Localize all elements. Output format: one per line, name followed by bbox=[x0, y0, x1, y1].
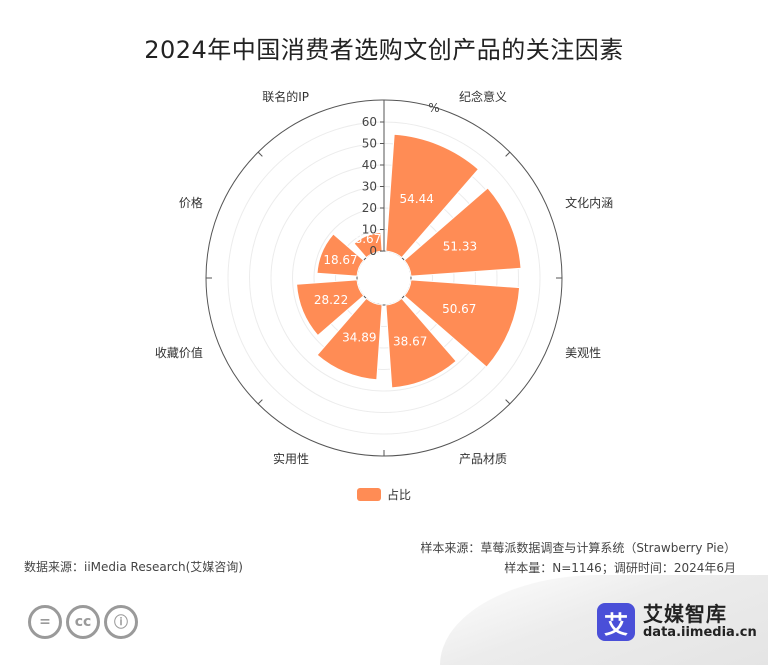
category-label: 实用性 bbox=[273, 451, 309, 466]
polar-bar bbox=[385, 297, 457, 389]
legend-label: 占比 bbox=[387, 487, 412, 502]
frame-tick bbox=[257, 399, 263, 405]
brand-mark-icon: 艾 bbox=[597, 603, 635, 641]
legend-swatch bbox=[357, 487, 381, 501]
category-label: 价格 bbox=[179, 195, 203, 210]
license-nd-icon: = bbox=[28, 605, 62, 639]
unit-label: % bbox=[428, 101, 439, 115]
license-cc-icon: cc bbox=[66, 605, 100, 639]
data-label: 54.44 bbox=[400, 192, 434, 206]
polar-bar bbox=[316, 233, 365, 277]
polar-bar bbox=[385, 133, 480, 259]
brand-name: 艾媒智库 bbox=[643, 602, 727, 626]
polar-bar bbox=[353, 231, 383, 259]
chart-title: 2024年中国消费者选购文创产品的关注因素 bbox=[144, 36, 624, 64]
data-label: 18.67 bbox=[323, 253, 357, 267]
polar-bar-chart: 54.4451.3350.6738.6734.8928.2218.678.67 … bbox=[155, 89, 613, 466]
license-badges: = cc ⓘ bbox=[28, 605, 138, 639]
category-label: 产品材质 bbox=[459, 452, 507, 466]
category-label: 美观性 bbox=[565, 346, 601, 360]
category-label: 收藏价值 bbox=[155, 345, 203, 360]
radial-tick-label: 0 bbox=[369, 244, 377, 258]
brand-logo[interactable]: 艾 艾媒智库 data.iimedia.cn bbox=[597, 603, 757, 641]
radial-tick-label: 50 bbox=[362, 137, 377, 151]
data-label: 8.67 bbox=[355, 232, 382, 246]
radial-tick-label: 10 bbox=[362, 223, 377, 237]
data-label: 51.33 bbox=[443, 240, 477, 254]
chart-legend[interactable]: 占比 bbox=[357, 486, 411, 502]
brand-url: data.iimedia.cn bbox=[643, 625, 757, 640]
license-by-icon: ⓘ bbox=[104, 605, 138, 639]
sample-source-text: 样本来源：草莓派数据调查与计算系统（Strawberry Pie） bbox=[420, 541, 736, 555]
radial-tick-label: 60 bbox=[362, 115, 377, 129]
radial-tick-label: 30 bbox=[362, 180, 377, 194]
polar-bar bbox=[403, 279, 521, 368]
category-label: 联名的IP bbox=[262, 89, 309, 104]
data-label: 38.67 bbox=[393, 334, 427, 348]
category-label: 文化内涵 bbox=[565, 195, 613, 210]
polar-bar bbox=[403, 187, 522, 277]
center-hole bbox=[356, 250, 412, 306]
data-label: 28.22 bbox=[314, 293, 348, 307]
frame-tick bbox=[505, 399, 511, 405]
radial-axis: 0 10 20 30 40 50 60% bbox=[362, 100, 440, 258]
radial-tick-label: 40 bbox=[362, 158, 377, 172]
category-label: 纪念意义 bbox=[459, 89, 507, 104]
polar-bar bbox=[316, 297, 383, 381]
sample-size-text: 样本量：N=1146；调研时间：2024年6月 bbox=[504, 561, 736, 575]
chart-bars: 54.44 51.33 50.67 38.67 34.89 28.22 18.67 8.67 bbox=[296, 133, 522, 389]
data-source-text: 数据来源：iiMedia Research(艾媒咨询) bbox=[24, 560, 243, 574]
polar-bar bbox=[296, 279, 365, 337]
frame-tick bbox=[257, 151, 263, 157]
radial-tick-label: 20 bbox=[362, 201, 377, 215]
data-label: 50.67 bbox=[442, 302, 476, 316]
data-label: 34.89 bbox=[342, 331, 376, 345]
frame-tick bbox=[505, 151, 511, 157]
